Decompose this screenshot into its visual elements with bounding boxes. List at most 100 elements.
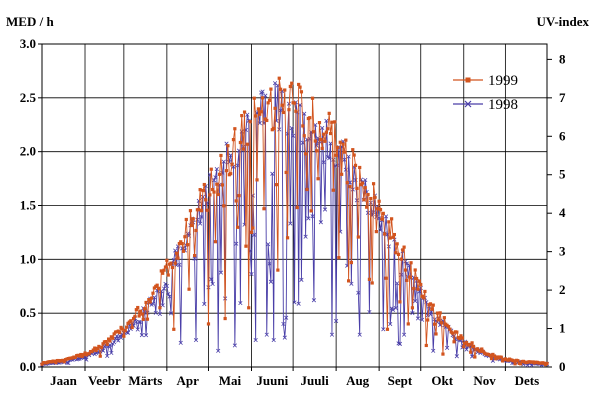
point-1999: [281, 110, 286, 115]
point-1999: [249, 230, 254, 234]
point-1998: [211, 178, 217, 183]
point-1999: [410, 306, 415, 310]
left-axis-title: MED / h: [6, 14, 54, 29]
point-1999: [513, 362, 517, 366]
point-1999: [408, 275, 412, 279]
point-1999: [492, 354, 496, 358]
point-1999: [280, 103, 284, 107]
point-1999: [123, 329, 127, 333]
point-1999: [285, 236, 290, 240]
point-1998: [322, 207, 328, 212]
point-1998: [334, 318, 339, 324]
point-1999: [324, 130, 329, 134]
point-1999: [122, 334, 126, 338]
point-1999: [452, 340, 456, 344]
point-1999: [355, 186, 359, 190]
point-1999: [111, 336, 115, 340]
point-1998: [281, 321, 286, 327]
point-1999: [467, 342, 471, 347]
point-1999: [385, 327, 390, 331]
point-1999: [233, 127, 237, 131]
point-1999: [290, 81, 294, 85]
point-1999: [254, 114, 258, 118]
point-1999: [155, 283, 159, 287]
point-1999: [176, 256, 180, 260]
point-1998: [346, 154, 351, 159]
point-1999: [265, 118, 269, 123]
point-1999: [366, 192, 370, 197]
point-1999: [202, 182, 206, 187]
y-tick-label: 1.5: [20, 198, 37, 213]
point-1999: [340, 172, 344, 176]
point-1998: [431, 348, 436, 353]
point-1999: [460, 336, 464, 340]
point-1998: [268, 279, 273, 284]
point-1999: [134, 308, 138, 312]
point-1999: [377, 199, 381, 203]
month-label: Veebr: [88, 373, 121, 388]
point-1999: [391, 235, 395, 239]
point-1999: [87, 352, 91, 356]
point-1999: [255, 178, 259, 182]
point-1999: [363, 186, 367, 190]
y2-tick-label: 3: [559, 244, 566, 259]
point-1999: [370, 281, 374, 285]
point-1998: [264, 332, 269, 337]
point-1999: [136, 305, 140, 310]
y2-tick-label: 7: [559, 90, 566, 105]
point-1999: [229, 172, 233, 176]
point-1999: [333, 120, 337, 124]
point-1999: [373, 195, 377, 199]
point-1999: [446, 325, 451, 329]
point-1999: [230, 162, 234, 166]
month-label: Okt: [431, 373, 453, 388]
point-1999: [104, 339, 108, 344]
point-1998: [296, 301, 301, 306]
point-1998: [367, 309, 372, 315]
point-1999: [209, 167, 213, 171]
point-1999: [374, 229, 378, 234]
point-1998: [300, 140, 305, 145]
point-1998: [420, 317, 425, 322]
point-1999: [93, 346, 97, 350]
point-1998: [428, 312, 433, 317]
point-1999: [83, 351, 87, 355]
point-1999: [204, 198, 208, 202]
point-1999: [301, 124, 305, 128]
point-1999: [95, 346, 100, 351]
point-1999: [402, 245, 406, 249]
point-1998: [249, 271, 254, 277]
point-1998: [291, 133, 296, 138]
point-1999: [387, 220, 391, 224]
point-1998: [383, 214, 389, 219]
point-1999: [369, 196, 373, 201]
month-label: Mai: [219, 373, 242, 388]
point-1999: [371, 182, 376, 186]
point-1998: [320, 125, 325, 131]
point-1999: [190, 223, 194, 228]
point-1999: [223, 316, 227, 321]
point-1999: [148, 300, 152, 304]
point-1998: [218, 270, 224, 275]
point-1998: [234, 241, 239, 246]
point-1999: [378, 207, 383, 212]
point-1999: [298, 85, 302, 89]
point-1999: [344, 138, 348, 142]
point-1998: [329, 332, 335, 337]
month-label: Apr: [176, 373, 199, 388]
point-1998: [311, 298, 317, 303]
point-1999: [403, 268, 408, 272]
point-1999: [292, 101, 297, 105]
point-1998: [413, 299, 418, 304]
point-1999: [430, 307, 434, 311]
point-1998: [214, 167, 219, 172]
point-1999: [274, 183, 279, 187]
point-1998: [185, 231, 190, 236]
point-1999: [516, 359, 520, 363]
point-1999: [421, 296, 426, 300]
point-1999: [191, 217, 195, 221]
point-1999: [219, 153, 223, 158]
point-1999: [101, 342, 105, 346]
point-1999: [251, 226, 255, 230]
point-1999: [201, 188, 205, 193]
